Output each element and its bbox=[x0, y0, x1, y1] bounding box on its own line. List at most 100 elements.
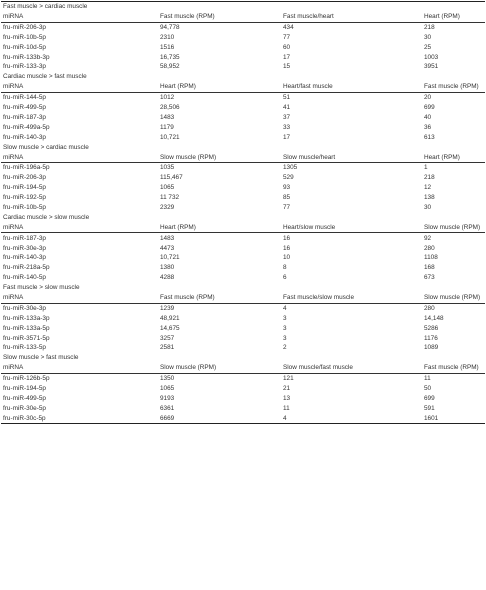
column-header: Heart (RPM) bbox=[160, 223, 283, 233]
table-cell: 6 bbox=[283, 273, 424, 283]
table-row: fru-miR-30c-5p 6669 4 1601 bbox=[1, 414, 485, 424]
table-cell: 85 bbox=[283, 193, 424, 203]
table-cell: 48,921 bbox=[160, 314, 283, 324]
table-cell: 673 bbox=[424, 273, 485, 283]
table-cell: fru-miR-140-3p bbox=[1, 253, 160, 263]
table-cell: 1065 bbox=[160, 384, 283, 394]
table-cell: 2329 bbox=[160, 203, 283, 213]
section-title: Fast muscle > cardiac muscle bbox=[1, 2, 485, 12]
table-cell: 4473 bbox=[160, 244, 283, 254]
table-cell: fru-miR-206-3p bbox=[1, 173, 160, 183]
table-cell: 94,778 bbox=[160, 23, 283, 33]
column-header: miRNA bbox=[1, 293, 160, 303]
table-bottom-rule bbox=[1, 423, 485, 424]
table-cell: fru-miR-206-3p bbox=[1, 23, 160, 33]
table-cell: 17 bbox=[283, 53, 424, 63]
column-header: Heart (RPM) bbox=[160, 82, 283, 92]
table-body: Fast muscle > cardiac muscle miRNA Fast mu… bbox=[1, 2, 485, 423]
section-title: Cardiac muscle > slow muscle bbox=[1, 213, 485, 223]
table-cell: 218 bbox=[424, 173, 485, 183]
table-cell: 1065 bbox=[160, 183, 283, 193]
table-cell: 3257 bbox=[160, 334, 283, 344]
table-cell: 16 bbox=[283, 234, 424, 244]
table-cell: 9193 bbox=[160, 394, 283, 404]
column-header: Slow muscle/heart bbox=[283, 153, 424, 163]
table-row: fru-miR-10d-5p 1516 60 25 bbox=[1, 43, 485, 53]
table-cell: 40 bbox=[424, 113, 485, 123]
table-cell: fru-miR-10b-5p bbox=[1, 203, 160, 213]
table-row: fru-miR-133a-3p 48,921 3 14,148 bbox=[1, 314, 485, 324]
table-row: fru-miR-194-5p 1065 21 50 bbox=[1, 384, 485, 394]
table-cell: 17 bbox=[283, 133, 424, 143]
table-cell: 1179 bbox=[160, 123, 283, 133]
table-cell: 25 bbox=[424, 43, 485, 53]
table-cell: 33 bbox=[283, 123, 424, 133]
header-row: miRNA Fast muscle (RPM) Fast muscle/heart H… bbox=[1, 12, 485, 22]
table-cell: 218 bbox=[424, 23, 485, 33]
table-cell: 14,675 bbox=[160, 324, 283, 334]
table-cell: 1516 bbox=[160, 43, 283, 53]
table-row: fru-miR-140-3p 10,721 10 1108 bbox=[1, 253, 485, 263]
column-header: Fast muscle (RPM) bbox=[160, 293, 283, 303]
table-cell: 8 bbox=[283, 263, 424, 273]
table-cell: 2581 bbox=[160, 343, 283, 353]
table-cell: 10 bbox=[283, 253, 424, 263]
table-row: fru-miR-218a-5p 1380 8 168 bbox=[1, 263, 485, 273]
table-cell: 1089 bbox=[424, 343, 485, 353]
column-header: miRNA bbox=[1, 82, 160, 92]
table-cell: 1035 bbox=[160, 163, 283, 173]
table-cell: fru-miR-499-5p bbox=[1, 103, 160, 113]
table-cell: 1003 bbox=[424, 53, 485, 63]
table-cell: 3 bbox=[283, 324, 424, 334]
table-cell: 41 bbox=[283, 103, 424, 113]
table-cell: fru-miR-499-5p bbox=[1, 394, 160, 404]
column-header: Fast muscle (RPM) bbox=[424, 82, 485, 92]
table-row: fru-miR-30e-3p 4473 16 280 bbox=[1, 243, 485, 253]
table-cell: 13 bbox=[283, 394, 424, 404]
column-header: miRNA bbox=[1, 153, 160, 163]
table-row: fru-miR-140-5p 4288 6 673 bbox=[1, 273, 485, 283]
table-row: fru-miR-187-3p 1483 16 92 bbox=[1, 233, 485, 243]
column-header: Slow muscle (RPM) bbox=[160, 363, 283, 373]
table-row: fru-miR-192-5p 11 732 85 138 bbox=[1, 193, 485, 203]
table-cell: 1601 bbox=[424, 414, 485, 424]
table-cell: fru-miR-133a-5p bbox=[1, 324, 160, 334]
table-cell: 115,467 bbox=[160, 173, 283, 183]
table-cell: 280 bbox=[424, 244, 485, 254]
column-header: Slow muscle (RPM) bbox=[160, 153, 283, 163]
table-row: fru-miR-30e-3p 1239 4 280 bbox=[1, 304, 485, 314]
table-cell: 5286 bbox=[424, 324, 485, 334]
table-cell: 1350 bbox=[160, 374, 283, 384]
column-header: miRNA bbox=[1, 363, 160, 373]
table-cell: fru-miR-140-5p bbox=[1, 273, 160, 283]
table-cell: 434 bbox=[283, 23, 424, 33]
table-row: fru-miR-126b-5p 1350 121 11 bbox=[1, 374, 485, 384]
table-cell: 1380 bbox=[160, 263, 283, 273]
table-row: fru-miR-194-5p 1065 93 12 bbox=[1, 183, 485, 193]
section-title: Slow muscle > fast muscle bbox=[1, 353, 485, 363]
header-row: miRNA Fast muscle (RPM) Fast muscle/slow m… bbox=[1, 293, 485, 303]
table-cell: 36 bbox=[424, 123, 485, 133]
table-row: fru-miR-10b-5p 2329 77 30 bbox=[1, 203, 485, 213]
table-row: fru-miR-133b-3p 16,735 17 1003 bbox=[1, 52, 485, 62]
table-cell: 1483 bbox=[160, 113, 283, 123]
table-cell: 4 bbox=[283, 304, 424, 314]
table-row: fru-miR-10b-5p 2310 77 30 bbox=[1, 33, 485, 43]
table-cell: fru-miR-10b-5p bbox=[1, 33, 160, 43]
table-cell: fru-miR-144-5p bbox=[1, 93, 160, 103]
table-cell: fru-miR-30c-5p bbox=[1, 414, 160, 424]
table-row: fru-miR-3571-5p 3257 3 1176 bbox=[1, 333, 485, 343]
column-header: Heart (RPM) bbox=[424, 153, 485, 163]
table-cell: 1012 bbox=[160, 93, 283, 103]
table-cell: 14,148 bbox=[424, 314, 485, 324]
column-header: Heart/fast muscle bbox=[283, 82, 424, 92]
table-cell: 699 bbox=[424, 103, 485, 113]
table-cell: 11 bbox=[424, 374, 485, 384]
table-cell: 591 bbox=[424, 404, 485, 414]
column-header: Heart (RPM) bbox=[424, 12, 485, 22]
table-row: fru-miR-187-3p 1483 37 40 bbox=[1, 113, 485, 123]
table-cell: 10,721 bbox=[160, 133, 283, 143]
table-cell: fru-miR-3571-5p bbox=[1, 334, 160, 344]
table-cell: 51 bbox=[283, 93, 424, 103]
column-header: Heart/slow muscle bbox=[283, 223, 424, 233]
